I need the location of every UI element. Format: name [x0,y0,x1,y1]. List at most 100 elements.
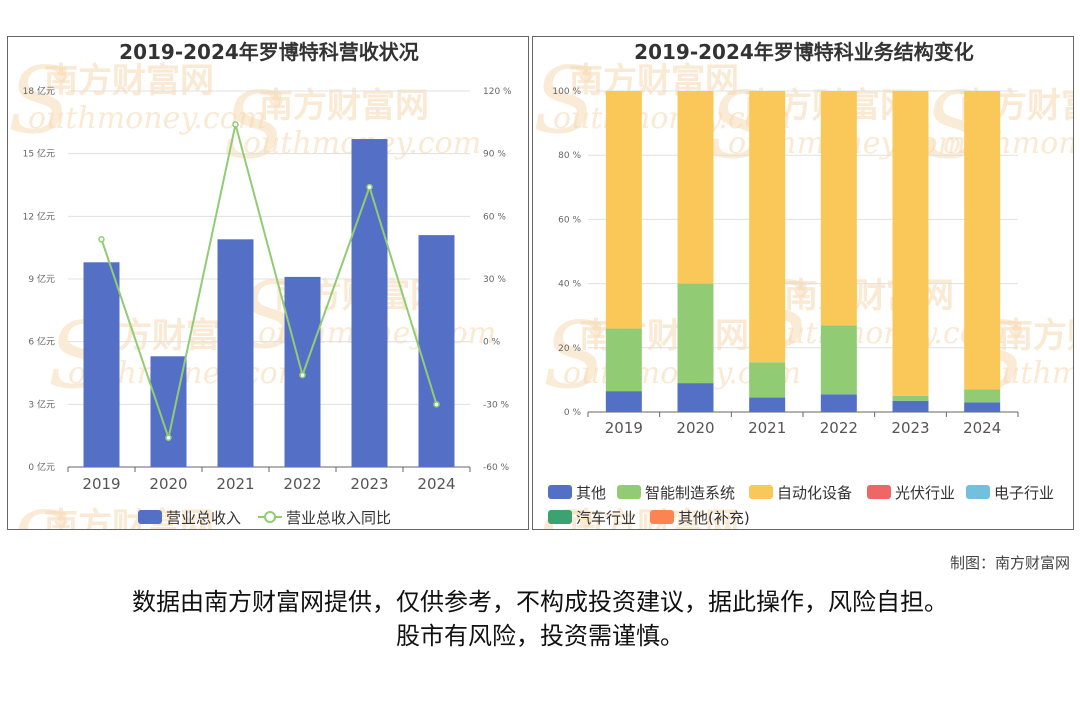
stacked-bar-segment [892,91,929,396]
legend-label: 光伏行业 [895,484,955,502]
yoy-growth-point [299,371,306,379]
stacked-bar-segment [892,400,929,412]
x-tick-label: 2021 [216,475,254,493]
stacked-bar-segment [749,397,786,412]
y-left-tick-label: 0 亿元 [28,461,55,473]
legend-label: 智能制造系统 [645,484,735,502]
legend-label: 汽车行业 [576,509,636,527]
chart-title: 2019-2024年罗博特科业务结构变化 [634,40,974,64]
y-tick-label: 20 % [558,344,581,354]
legend-swatch [548,510,572,524]
x-tick-label: 2021 [748,419,786,437]
y-right-tick-label: 0 % [483,338,501,348]
yoy-growth-point [232,121,239,128]
y-left-tick-label: 3 亿元 [28,398,55,410]
x-tick-label: 2020 [149,475,187,493]
y-right-tick-label: -30 % [483,400,510,410]
legend-label: 自动化设备 [777,484,852,502]
yoy-growth-line [100,124,438,442]
yoy-growth-point [433,401,440,408]
legend-swatch [749,485,773,499]
x-tick-label: 2022 [820,419,858,437]
revenue-bar [217,239,254,467]
stacked-bar-segment [820,91,857,326]
legend-label: 电子行业 [994,484,1054,502]
chart-title: 2019-2024年罗博特科营收状况 [119,40,419,64]
x-tick-label: 2022 [283,475,321,493]
x-tick-label: 2024 [963,419,1001,437]
stacked-bar-segment [820,394,857,412]
stacked-bar-segment [605,91,642,329]
y-right-tick-label: 90 % [483,150,506,160]
x-tick-label: 2023 [350,475,388,493]
watermark-letter: S [533,47,596,154]
y-left-tick-label: 12 亿元 [23,210,55,222]
stacked-bar-segment [677,283,714,384]
legend-label: 营业总收入同比 [286,509,391,527]
y-right-tick-label: 120 % [483,87,512,97]
watermark-url: outhmoney.com [943,126,1074,161]
revenue-bar [150,356,187,467]
stacked-bar-segment [892,395,929,401]
x-tick-label: 2024 [417,475,455,493]
x-tick-label: 2019 [605,419,643,437]
revenue-bar [83,262,120,467]
yoy-growth-point [98,236,105,243]
x-tick-label: 2019 [82,475,120,493]
stacked-bar-segment [749,362,786,398]
watermark-letter: S [8,47,71,154]
watermark-letter: S [8,492,71,530]
revenue-bar [418,235,455,467]
y-left-tick-label: 15 亿元 [23,148,55,160]
stacked-bar-segment [964,402,1001,412]
legend-label: 其他(补充) [678,509,750,527]
y-tick-label: 40 % [558,280,581,290]
revenue-chart-panel: S南方财富网outhmoney.comS南方财富网outhmoney.comS南… [7,36,529,530]
x-tick-label: 2023 [891,419,929,437]
y-left-tick-label: 18 亿元 [23,85,55,97]
stacked-bar-segment [820,325,857,395]
legend-swatch [548,485,572,499]
y-left-tick-label: 6 亿元 [28,336,55,348]
watermark-text: 南方财富网 [44,506,214,530]
business-structure-chart-panel: S南方财富网outhmoney.comS南方财富网outhmoney.comS南… [532,36,1074,530]
y-tick-label: 100 % [552,87,581,97]
stacked-bar-segment [677,383,714,412]
legend-swatch [650,510,674,524]
y-left-tick-label: 9 亿元 [28,273,55,285]
stacked-bar-segment [605,391,642,412]
revenue-chart: S南方财富网outhmoney.comS南方财富网outhmoney.comS南… [8,40,512,530]
watermark-letter: S [543,302,606,409]
y-tick-label: 60 % [558,215,581,225]
business-structure-chart: S南方财富网outhmoney.comS南方财富网outhmoney.comS南… [533,40,1074,529]
legend-label: 营业总收入 [166,509,241,527]
watermark-text: 南方财富网 [44,61,214,101]
legend-label: 其他 [576,484,606,502]
legend-line-marker [264,511,276,523]
y-right-tick-label: -60 % [483,463,510,473]
watermark-url: outhmoney.com [28,101,266,136]
x-tick-label: 2020 [676,419,714,437]
revenue-bar [351,139,388,467]
watermark-text: 南方财富网 [999,316,1074,356]
y-tick-label: 80 % [558,151,581,161]
yoy-growth-point [366,183,373,191]
legend-swatch [617,485,641,499]
watermark-text: 南方财富网 [259,86,429,126]
disclaimer-line-1: 数据由南方财富网提供，仅供参考，不构成投资建议，据此操作，风险自担。 [132,588,948,616]
watermark-text: 南方财富网 [579,316,749,356]
legend-swatch [966,485,990,499]
chart-credit: 制图：南方财富网 [949,554,1070,572]
legend-swatch [138,510,162,524]
stacked-bar-segment [749,91,786,363]
y-right-tick-label: 30 % [483,275,506,285]
stacked-bar-segment [964,91,1001,390]
legend-swatch [867,485,891,499]
yoy-growth-point [165,434,172,442]
y-tick-label: 0 % [564,408,582,418]
stacked-bar-segment [964,389,1001,403]
disclaimer-line-2: 股市有风险，投资需谨慎。 [396,622,684,650]
stacked-bar-segment [605,328,642,392]
y-right-tick-label: 60 % [483,212,506,222]
stacked-bar-segment [677,91,714,284]
